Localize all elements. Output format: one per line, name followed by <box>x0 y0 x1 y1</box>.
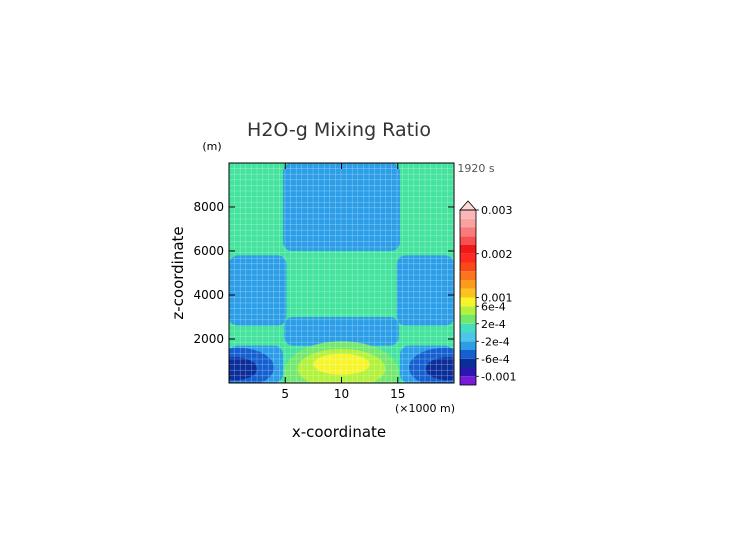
x-axis: 5 10 15 <box>281 163 405 401</box>
colorbar-bin <box>460 218 476 228</box>
x-tick-label: 5 <box>281 387 289 401</box>
region-upper-central-column <box>283 163 400 251</box>
colorbar-label: 0.003 <box>481 204 513 217</box>
colorbar-label: -2e-4 <box>481 335 510 348</box>
colorbar-bin <box>460 297 476 307</box>
x-tick-label: 15 <box>390 387 405 401</box>
colorbar-bin <box>460 253 476 263</box>
colorbar-bin <box>460 332 476 342</box>
colorbar-bin <box>460 236 476 245</box>
colorbar-extension-triangle <box>459 200 477 211</box>
y-axis: 2000 4000 6000 8000 <box>193 200 454 346</box>
colorbar-bin <box>460 288 476 298</box>
colorbar-bin <box>460 306 476 315</box>
time-label: 1920 s <box>457 162 494 175</box>
colorbar-label: 6e-4 <box>481 300 506 313</box>
colorbar-bin <box>460 271 476 280</box>
colorbar-label: -0.001 <box>481 370 516 383</box>
region-left-minimum-inner <box>229 357 258 381</box>
x-axis-label: x-coordinate <box>292 423 386 441</box>
colorbar-bin <box>460 280 476 289</box>
y-tick-label: 4000 <box>193 288 224 302</box>
region-mid-left-block <box>229 255 287 326</box>
colorbar-bin <box>460 210 476 219</box>
colorbar-bin <box>460 315 476 324</box>
y-tick-label: 2000 <box>193 332 224 346</box>
colorbar-label: 0.001 <box>481 292 513 305</box>
x-unit-label: (×1000 m) <box>395 402 455 415</box>
region-central-maximum-inner <box>313 353 370 375</box>
plot-area <box>229 163 454 383</box>
colorbar-bin <box>460 245 476 254</box>
y-tick-label: 8000 <box>193 200 224 214</box>
colorbar-bin <box>460 341 476 350</box>
y-axis-label: z-coordinate <box>169 226 187 319</box>
colorbar-bin <box>460 358 476 368</box>
colorbar-bin <box>460 376 476 385</box>
colorbar-bin <box>460 350 476 359</box>
region-mid-right-block <box>396 255 454 326</box>
y-tick-label: 6000 <box>193 244 224 258</box>
region-right-minimum-inner <box>425 357 454 381</box>
colorbar-bin <box>460 262 476 272</box>
chart-title: H2O-g Mixing Ratio <box>247 119 431 141</box>
colorbar-label: -6e-4 <box>481 353 510 366</box>
x-tick-label: 10 <box>334 387 349 401</box>
colorbar-bin <box>460 323 476 333</box>
colorbar-bin <box>460 367 476 377</box>
colorbar-label: 0.002 <box>481 248 513 261</box>
y-unit-label: (m) <box>202 140 221 153</box>
colorbar-bin <box>460 227 476 237</box>
colorbar-label: 2e-4 <box>481 318 506 331</box>
